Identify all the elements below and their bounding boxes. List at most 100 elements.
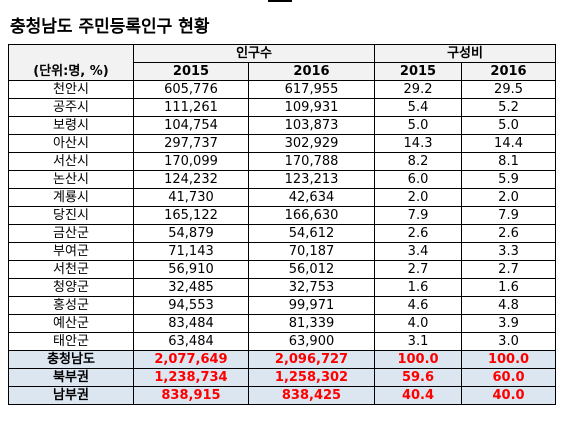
population-2015-cell: 165,122 bbox=[133, 206, 249, 225]
population-2015-cell: 2,077,649 bbox=[133, 350, 249, 369]
region-cell: 태안군 bbox=[8, 332, 134, 351]
ratio-2015-cell: 59.6 bbox=[374, 368, 463, 387]
population-2016-cell: 617,955 bbox=[247, 80, 376, 99]
population-2015-cell: 94,553 bbox=[133, 296, 249, 315]
header-row-groups: (단위:명, %) 인구수 구성비 bbox=[8, 44, 557, 81]
population-2016-cell: 109,931 bbox=[247, 98, 376, 117]
ratio-2016-cell: 100.0 bbox=[461, 350, 557, 369]
table-row: 서산시 170,099 170,788 8.2 8.1 bbox=[8, 152, 557, 171]
summary-row: 북부권 1,238,734 1,258,302 59.6 60.0 bbox=[8, 368, 557, 387]
page-title: 충청남도 주민등록인구 현황 bbox=[10, 17, 210, 37]
table-row: 아산시 297,737 302,929 14.3 14.4 bbox=[8, 134, 557, 153]
year-header-ratio-2016: 2016 bbox=[461, 62, 557, 81]
ratio-2015-cell: 5.4 bbox=[374, 98, 463, 117]
region-cell: 북부권 bbox=[8, 368, 134, 387]
ratio-2016-cell: 7.9 bbox=[461, 206, 557, 225]
region-cell: 서천군 bbox=[8, 260, 134, 279]
region-cell: 청양군 bbox=[8, 278, 134, 297]
population-table: (단위:명, %) 인구수 구성비 2015 2016 2015 2016 천안… bbox=[8, 44, 557, 405]
region-cell: 금산군 bbox=[8, 224, 134, 243]
ratio-2015-cell: 14.3 bbox=[374, 134, 463, 153]
ratio-2016-cell: 3.0 bbox=[461, 332, 557, 351]
population-2016-cell: 103,873 bbox=[247, 116, 376, 135]
region-cell: 예산군 bbox=[8, 314, 134, 333]
population-2016-cell: 838,425 bbox=[247, 386, 376, 405]
ratio-2016-cell: 2.7 bbox=[461, 260, 557, 279]
ratio-2015-cell: 1.6 bbox=[374, 278, 463, 297]
population-2016-cell: 2,096,727 bbox=[247, 350, 376, 369]
region-cell: 남부권 bbox=[8, 386, 134, 405]
header-row-years: 2015 2016 2015 2016 bbox=[9, 62, 557, 81]
population-2016-cell: 42,634 bbox=[247, 188, 376, 207]
unit-label-cell: (단위:명, %) bbox=[8, 44, 134, 81]
region-cell: 충청남도 bbox=[8, 350, 134, 369]
group-header-population: 인구수 bbox=[132, 44, 376, 63]
summary-row: 충청남도 2,077,649 2,096,727 100.0 100.0 bbox=[8, 350, 557, 369]
table-row: 당진시 165,122 166,630 7.9 7.9 bbox=[8, 206, 557, 225]
ratio-2015-cell: 3.4 bbox=[374, 242, 463, 261]
region-cell: 계룡시 bbox=[8, 188, 134, 207]
region-cell: 당진시 bbox=[8, 206, 134, 225]
region-cell: 보령시 bbox=[8, 116, 134, 135]
table-row: 금산군 54,879 54,612 2.6 2.6 bbox=[8, 224, 557, 243]
ratio-2015-cell: 29.2 bbox=[374, 80, 463, 99]
population-2015-cell: 56,910 bbox=[133, 260, 249, 279]
ratio-2015-cell: 7.9 bbox=[374, 206, 463, 225]
table-row: 천안시 605,776 617,955 29.2 29.5 bbox=[8, 80, 557, 99]
ratio-2015-cell: 4.0 bbox=[374, 314, 463, 333]
population-2015-cell: 54,879 bbox=[133, 224, 249, 243]
population-2016-cell: 54,612 bbox=[247, 224, 376, 243]
table-row: 예산군 83,484 81,339 4.0 3.9 bbox=[8, 314, 557, 333]
ratio-2016-cell: 2.0 bbox=[461, 188, 557, 207]
ratio-2016-cell: 40.0 bbox=[461, 386, 557, 405]
population-2016-cell: 302,929 bbox=[247, 134, 376, 153]
top-edge-mark bbox=[268, 0, 292, 2]
region-cell: 논산시 bbox=[8, 170, 134, 189]
ratio-2015-cell: 5.0 bbox=[374, 116, 463, 135]
table-row: 부여군 71,143 70,187 3.4 3.3 bbox=[8, 242, 557, 261]
year-header-ratio-2015: 2015 bbox=[374, 62, 463, 81]
population-2016-cell: 166,630 bbox=[247, 206, 376, 225]
ratio-2015-cell: 3.1 bbox=[374, 332, 463, 351]
population-2015-cell: 1,238,734 bbox=[133, 368, 249, 387]
ratio-2015-cell: 2.7 bbox=[374, 260, 463, 279]
ratio-2016-cell: 2.6 bbox=[461, 224, 557, 243]
region-cell: 공주시 bbox=[8, 98, 134, 117]
population-2016-cell: 170,788 bbox=[247, 152, 376, 171]
unit-label: (단위:명, %) bbox=[33, 63, 109, 79]
population-2015-cell: 838,915 bbox=[133, 386, 249, 405]
ratio-2016-cell: 8.1 bbox=[461, 152, 557, 171]
population-2015-cell: 83,484 bbox=[133, 314, 249, 333]
ratio-2015-cell: 40.4 bbox=[374, 386, 463, 405]
region-cell: 아산시 bbox=[8, 134, 134, 153]
ratio-2016-cell: 5.2 bbox=[461, 98, 557, 117]
ratio-2016-cell: 1.6 bbox=[461, 278, 557, 297]
population-2016-cell: 123,213 bbox=[247, 170, 376, 189]
population-2016-cell: 56,012 bbox=[247, 260, 376, 279]
population-2015-cell: 104,754 bbox=[133, 116, 249, 135]
ratio-2016-cell: 60.0 bbox=[461, 368, 557, 387]
region-cell: 천안시 bbox=[8, 80, 134, 99]
ratio-2016-cell: 5.0 bbox=[461, 116, 557, 135]
population-2015-cell: 32,485 bbox=[133, 278, 249, 297]
ratio-2015-cell: 100.0 bbox=[374, 350, 463, 369]
population-2015-cell: 605,776 bbox=[133, 80, 249, 99]
population-2016-cell: 99,971 bbox=[247, 296, 376, 315]
population-2015-cell: 111,261 bbox=[133, 98, 249, 117]
ratio-2016-cell: 14.4 bbox=[461, 134, 557, 153]
ratio-2016-cell: 3.3 bbox=[461, 242, 557, 261]
ratio-2015-cell: 4.6 bbox=[374, 296, 463, 315]
table-row: 공주시 111,261 109,931 5.4 5.2 bbox=[8, 98, 557, 117]
ratio-2016-cell: 5.9 bbox=[461, 170, 557, 189]
population-2016-cell: 32,753 bbox=[247, 278, 376, 297]
population-2016-cell: 81,339 bbox=[247, 314, 376, 333]
population-2015-cell: 124,232 bbox=[133, 170, 249, 189]
ratio-2015-cell: 8.2 bbox=[374, 152, 463, 171]
region-cell: 부여군 bbox=[8, 242, 134, 261]
region-cell: 홍성군 bbox=[8, 296, 134, 315]
table-row: 서천군 56,910 56,012 2.7 2.7 bbox=[8, 260, 557, 279]
year-header-pop-2016: 2016 bbox=[247, 62, 376, 81]
ratio-2016-cell: 4.8 bbox=[461, 296, 557, 315]
table-row: 논산시 124,232 123,213 6.0 5.9 bbox=[8, 170, 557, 189]
region-cell: 서산시 bbox=[8, 152, 134, 171]
